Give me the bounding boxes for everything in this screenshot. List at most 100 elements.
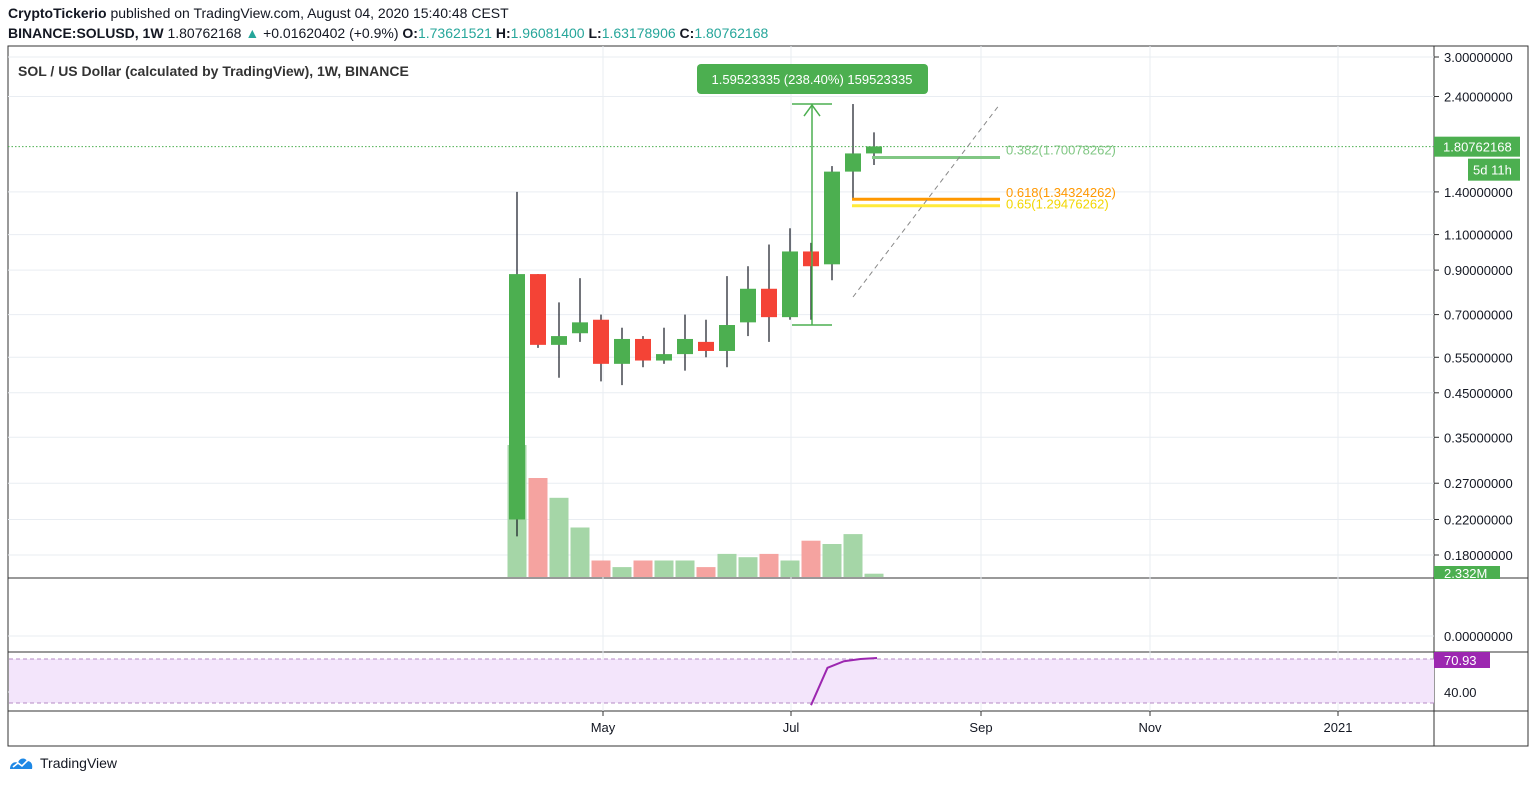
high-value: 1.96081400 [510,25,585,41]
volume-bar [759,553,779,577]
measure-label-bg [697,64,928,94]
volume-bar [570,527,590,577]
price-tick-label: 0.35000000 [1444,430,1513,445]
low-value: 1.63178906 [601,25,676,41]
volume-bar [780,560,800,577]
grid-lines [8,46,1434,711]
price-tick-label: 0.27000000 [1444,476,1513,491]
rsi-badge [1434,652,1490,668]
volume-bar [717,553,737,577]
volume-bar [591,560,611,577]
volume-bar [864,573,884,577]
volume-bar [654,560,674,577]
candle-body [509,274,525,520]
last-price: 1.80762168 [167,25,242,41]
price-tick-label: 1.10000000 [1444,228,1513,243]
candle-body [572,322,588,334]
trend-line [852,103,1001,298]
author-name[interactable]: CryptoTickerio [8,5,107,21]
time-tick-label: Nov [1138,720,1162,735]
tradingview-brand: TradingView [40,755,118,771]
candle-body [614,338,630,364]
price-tick-label: 3.00000000 [1444,50,1513,65]
low-label: L: [588,25,602,41]
countdown-badge [1468,158,1520,181]
tradingview-logo-icon [10,758,33,769]
volume-bars [507,445,884,577]
fib-65-label: 0.65(1.29476262) [1006,197,1109,212]
time-tick-label: 2021 [1324,720,1353,735]
pane-title: SOL / US Dollar (calculated by TradingVi… [18,63,409,79]
publish-date: published on TradingView.com, August 04,… [110,5,509,21]
high-label: H: [495,25,511,41]
price-tick-label: 1.40000000 [1444,185,1513,200]
price-tick-label: 0.45000000 [1444,386,1513,401]
time-tick-label: Jul [783,720,800,735]
rsi-band-fill [9,659,1434,703]
fib-618-label: 0.618(1.34324262) [1006,185,1116,200]
candle-body [845,153,861,172]
price-tick-label: 2.40000000 [1444,89,1513,104]
candle-body [803,251,819,267]
volume-bar [843,534,863,577]
symbol-info: BINANCE:SOLUSD, 1W 1.80762168 ▲ +0.01620… [8,25,768,41]
last-price-badge [1434,136,1520,157]
rsi-line [810,656,878,706]
price-tick-label: 0.22000000 [1444,512,1513,527]
candle-body [593,319,609,364]
open-label: O: [402,25,418,41]
tradingview-footer[interactable]: TradingView [8,754,117,772]
candle-body [761,288,777,318]
price-tick-label: 0.55000000 [1444,350,1513,365]
price-tick-label: 0.18000000 [1444,548,1513,563]
close-value: 1.80762168 [694,25,769,41]
time-tick-label: May [591,720,616,735]
rsi-tick-label: 40.00 [1444,685,1477,700]
candle-body [719,325,735,351]
volume-bar [612,567,632,577]
volume-bar [801,540,821,577]
price-change: +0.01620402 (+0.9%) [263,25,399,41]
arrow-up-icon: ▲ [245,25,260,41]
chart-frame [7,45,1529,747]
volume-bar [675,560,695,577]
close-label: C: [679,25,695,41]
volume-bar [696,567,716,577]
price-tick-label: 0.90000000 [1444,263,1513,278]
measure-label: 1.59523335 (238.40%) 159523335 [712,72,913,87]
candle-body [866,146,882,154]
time-axis: May Jul Sep Nov 2021 [591,711,1353,735]
price-tick-label: 0.70000000 [1444,308,1513,323]
candle-body [698,341,714,351]
volume-bar [528,478,548,577]
countdown-text: 5d 11h [1473,163,1512,178]
drawings: 0.382(1.70078262) 0.618(1.34324262)0.65(1… [8,64,1434,706]
candle-body [824,171,840,265]
time-tick-label: Sep [969,720,992,735]
candle-body [656,354,672,361]
candle-body [551,336,567,345]
measure-arrow-icon [803,103,821,117]
volume-bar [738,557,758,577]
fib-382-label: 0.382(1.70078262) [1006,142,1116,157]
rsi-badge-text: 70.93 [1444,653,1477,668]
candles [509,104,882,537]
symbol-name: BINANCE:SOLUSD, 1W [8,25,164,41]
publish-info: CryptoTickerio published on TradingView.… [8,5,509,21]
candle-body [782,251,798,318]
volume-bar [633,560,653,577]
volume-badge-text: 2.332M [1444,566,1487,581]
candle-body [635,338,651,361]
last-price-badge-text: 1.80762168 [1443,140,1512,155]
candle-body [530,274,546,345]
rsi-band [9,658,1434,704]
price-axis: 3.00000000 2.40000000 1.40000000 1.10000000… [1434,50,1520,700]
volume-bar [822,544,842,577]
indicator-tick-label: 0.00000000 [1444,629,1513,644]
candle-body [740,288,756,323]
volume-badge [1434,566,1500,579]
open-value: 1.73621521 [417,25,492,41]
volume-bar [549,497,569,577]
candle-body [677,338,693,355]
